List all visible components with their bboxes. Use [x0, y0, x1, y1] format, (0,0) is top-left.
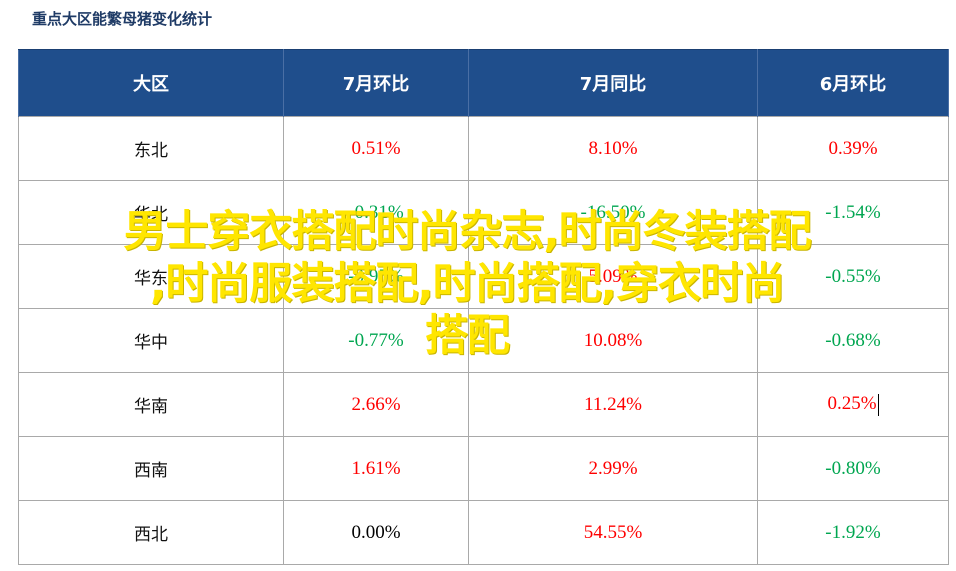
region-cell: 东北	[18, 116, 284, 181]
table-row: 东北 0.51% 8.10% 0.39%	[18, 116, 949, 181]
region-cell: 华中	[18, 308, 284, 373]
jul-mom-cell: -0.31%	[283, 180, 469, 245]
data-table-container: 大区 7月环比 7月同比 6月环比 东北 0.51% 8.10% 0.39% 华…	[18, 49, 949, 565]
jul-yoy-cell: 2.99%	[468, 436, 758, 501]
text-cursor	[877, 393, 879, 416]
jun-mom-cell: -1.54%	[757, 180, 949, 245]
jul-mom-cell: -0.95%	[283, 244, 469, 309]
header-region: 大区	[18, 49, 284, 117]
header-jul-mom: 7月环比	[283, 49, 469, 117]
table-row: 华北 -0.31% -16.50% -1.54%	[18, 180, 949, 245]
jun-mom-cell-editing[interactable]: 0.25%	[757, 372, 949, 437]
jul-mom-cell: 0.51%	[283, 116, 469, 181]
region-cell: 华北	[18, 180, 284, 245]
table-row: 华中 -0.77% 10.08% -0.68%	[18, 308, 949, 373]
jun-mom-cell: -0.80%	[757, 436, 949, 501]
jun-mom-cell: 0.39%	[757, 116, 949, 181]
jun-mom-cell: -0.55%	[757, 244, 949, 309]
header-row: 大区 7月环比 7月同比 6月环比	[18, 49, 949, 117]
header-jun-mom: 6月环比	[757, 49, 949, 117]
jul-mom-cell: -0.77%	[283, 308, 469, 373]
header-jul-yoy: 7月同比	[468, 49, 758, 117]
table-row: 西南 1.61% 2.99% -0.80%	[18, 436, 949, 501]
table-row: 华南 2.66% 11.24% 0.25%	[18, 372, 949, 437]
sow-change-table: 大区 7月环比 7月同比 6月环比 东北 0.51% 8.10% 0.39% 华…	[18, 49, 949, 565]
jun-mom-cell: -1.92%	[757, 500, 949, 565]
jul-mom-cell: 2.66%	[283, 372, 469, 437]
jul-yoy-cell: -16.50%	[468, 180, 758, 245]
table-caption: 重点大区能繁母猪变化统计	[32, 10, 213, 28]
region-cell: 华东	[18, 244, 284, 309]
jul-mom-cell: 1.61%	[283, 436, 469, 501]
table-row: 西北 0.00% 54.55% -1.92%	[18, 500, 949, 565]
jul-mom-cell: 0.00%	[283, 500, 469, 565]
jul-yoy-cell: 5.09%	[468, 244, 758, 309]
jun-mom-cell: -0.68%	[757, 308, 949, 373]
jul-yoy-cell: 8.10%	[468, 116, 758, 181]
jul-yoy-cell: 11.24%	[468, 372, 758, 437]
region-cell: 西北	[18, 500, 284, 565]
jun-mom-value: 0.25%	[827, 393, 877, 415]
region-cell: 西南	[18, 436, 284, 501]
jul-yoy-cell: 10.08%	[468, 308, 758, 373]
region-cell: 华南	[18, 372, 284, 437]
table-row: 华东 -0.95% 5.09% -0.55%	[18, 244, 949, 309]
jul-yoy-cell: 54.55%	[468, 500, 758, 565]
